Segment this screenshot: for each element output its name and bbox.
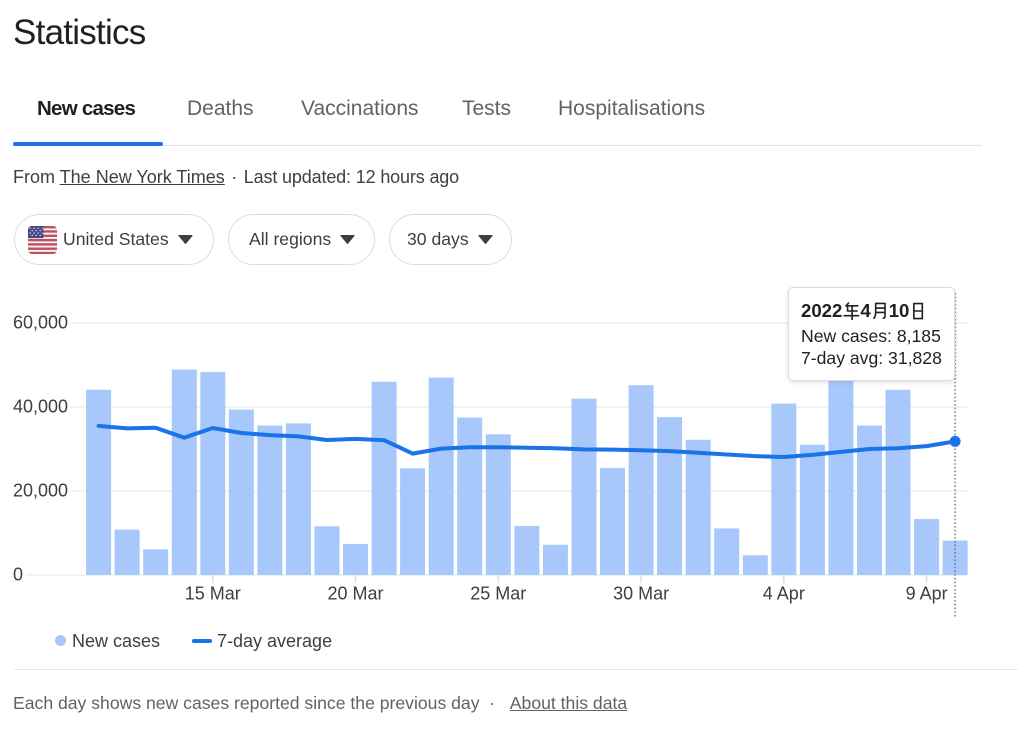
svg-text:30 Mar: 30 Mar — [613, 584, 669, 604]
svg-text:40,000: 40,000 — [13, 397, 68, 417]
svg-text:9 Apr: 9 Apr — [906, 584, 948, 604]
svg-text:20,000: 20,000 — [13, 481, 68, 501]
svg-text:60,000: 60,000 — [13, 313, 68, 333]
svg-text:0: 0 — [13, 565, 23, 585]
svg-text:15 Mar: 15 Mar — [185, 584, 241, 604]
svg-text:4 Apr: 4 Apr — [763, 584, 805, 604]
svg-text:20 Mar: 20 Mar — [327, 584, 383, 604]
svg-text:25 Mar: 25 Mar — [470, 584, 526, 604]
